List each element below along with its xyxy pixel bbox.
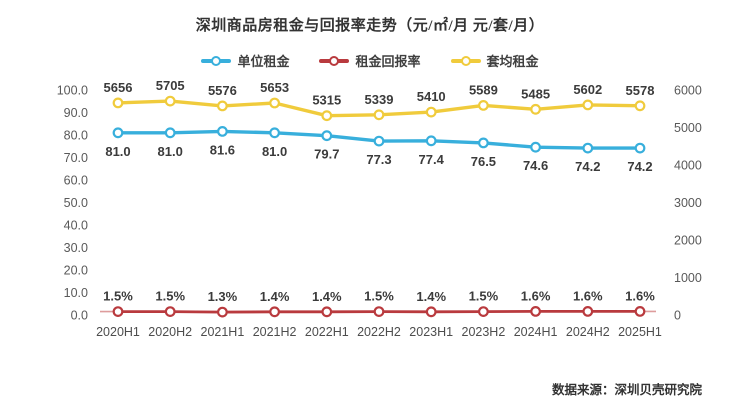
svg-text:0: 0 (674, 309, 681, 323)
data-source: 数据来源：深圳贝壳研究院 (551, 383, 702, 397)
svg-text:81.0: 81.0 (105, 144, 130, 159)
svg-text:74.6: 74.6 (523, 158, 548, 173)
svg-text:2021H1: 2021H1 (201, 325, 245, 339)
svg-text:1.6%: 1.6% (521, 288, 551, 303)
svg-text:80.0: 80.0 (64, 129, 88, 143)
svg-text:10.0: 10.0 (64, 286, 88, 300)
svg-text:2021H2: 2021H2 (253, 325, 297, 339)
legend-item-avg-rent[interactable]: 套均租金 (450, 51, 539, 70)
svg-text:79.7: 79.7 (314, 147, 339, 162)
svg-text:2022H2: 2022H2 (357, 325, 401, 339)
svg-text:2024H1: 2024H1 (514, 325, 558, 339)
svg-text:1.5%: 1.5% (103, 289, 133, 304)
svg-text:90.0: 90.0 (64, 106, 88, 120)
svg-text:2024H2: 2024H2 (566, 325, 610, 339)
svg-text:5653: 5653 (260, 80, 289, 95)
svg-text:2023H2: 2023H2 (462, 325, 506, 339)
legend-label: 租金回报率 (355, 54, 421, 69)
svg-text:1.5%: 1.5% (469, 289, 499, 304)
svg-text:2023H1: 2023H1 (409, 325, 453, 339)
svg-text:1.6%: 1.6% (625, 288, 655, 303)
svg-text:74.2: 74.2 (627, 159, 652, 174)
svg-text:1.5%: 1.5% (364, 289, 394, 304)
chart-title: 深圳商品房租金与回报率走势（元/㎡/月 元/套/月） (195, 18, 545, 34)
svg-text:2022H1: 2022H1 (305, 325, 349, 339)
svg-text:77.4: 77.4 (419, 152, 445, 167)
svg-text:60.0: 60.0 (64, 174, 88, 188)
svg-text:76.5: 76.5 (471, 154, 496, 169)
svg-text:81.0: 81.0 (158, 144, 183, 159)
svg-text:70.0: 70.0 (64, 151, 88, 165)
svg-text:2000: 2000 (674, 234, 702, 248)
svg-text:6000: 6000 (674, 84, 702, 98)
svg-text:30.0: 30.0 (64, 241, 88, 255)
svg-text:1.3%: 1.3% (208, 289, 238, 304)
svg-text:2025H1: 2025H1 (618, 325, 662, 339)
svg-text:5578: 5578 (626, 83, 655, 98)
svg-text:5000: 5000 (674, 121, 702, 135)
svg-text:1.4%: 1.4% (260, 289, 290, 304)
legend-label: 单位租金 (237, 54, 290, 69)
svg-text:77.3: 77.3 (366, 152, 391, 167)
svg-text:40.0: 40.0 (64, 219, 88, 233)
line-chart: 100.0 90.0 80.0 70.0 60.0 50.0 40.0 30.0 20.0 10.… (57, 78, 702, 339)
svg-text:5705: 5705 (156, 78, 185, 93)
legend-line-dot-icon (450, 54, 481, 67)
svg-text:81.6: 81.6 (210, 142, 235, 157)
svg-text:1000: 1000 (674, 271, 702, 285)
svg-text:50.0: 50.0 (64, 196, 88, 210)
svg-text:5602: 5602 (573, 82, 602, 97)
svg-text:5315: 5315 (312, 93, 341, 108)
svg-text:20.0: 20.0 (64, 264, 88, 278)
svg-text:2020H1: 2020H1 (96, 325, 140, 339)
svg-text:5410: 5410 (417, 89, 446, 104)
svg-text:1.4%: 1.4% (416, 289, 446, 304)
svg-text:100.0: 100.0 (57, 84, 88, 98)
legend: 单位租金 租金回报率 套均租金 (0, 51, 740, 70)
svg-text:0.0: 0.0 (71, 309, 88, 323)
legend-line-dot-icon (319, 54, 350, 67)
legend-item-unit-rent[interactable]: 单位租金 (201, 51, 289, 70)
svg-text:1.6%: 1.6% (573, 288, 603, 303)
svg-text:74.2: 74.2 (575, 159, 600, 174)
svg-text:5339: 5339 (365, 92, 394, 107)
legend-line-dot-icon (201, 54, 232, 67)
svg-text:1.4%: 1.4% (312, 289, 342, 304)
svg-text:5485: 5485 (521, 86, 550, 101)
svg-text:3000: 3000 (674, 196, 702, 210)
legend-item-return-rate[interactable]: 租金回报率 (319, 51, 421, 70)
legend-label: 套均租金 (486, 54, 539, 69)
svg-text:81.0: 81.0 (262, 144, 287, 159)
svg-text:5656: 5656 (104, 80, 133, 95)
svg-text:2020H2: 2020H2 (148, 325, 192, 339)
svg-text:1.5%: 1.5% (155, 289, 185, 304)
svg-text:4000: 4000 (674, 159, 702, 173)
svg-text:5576: 5576 (208, 83, 237, 98)
svg-text:5589: 5589 (469, 82, 498, 97)
